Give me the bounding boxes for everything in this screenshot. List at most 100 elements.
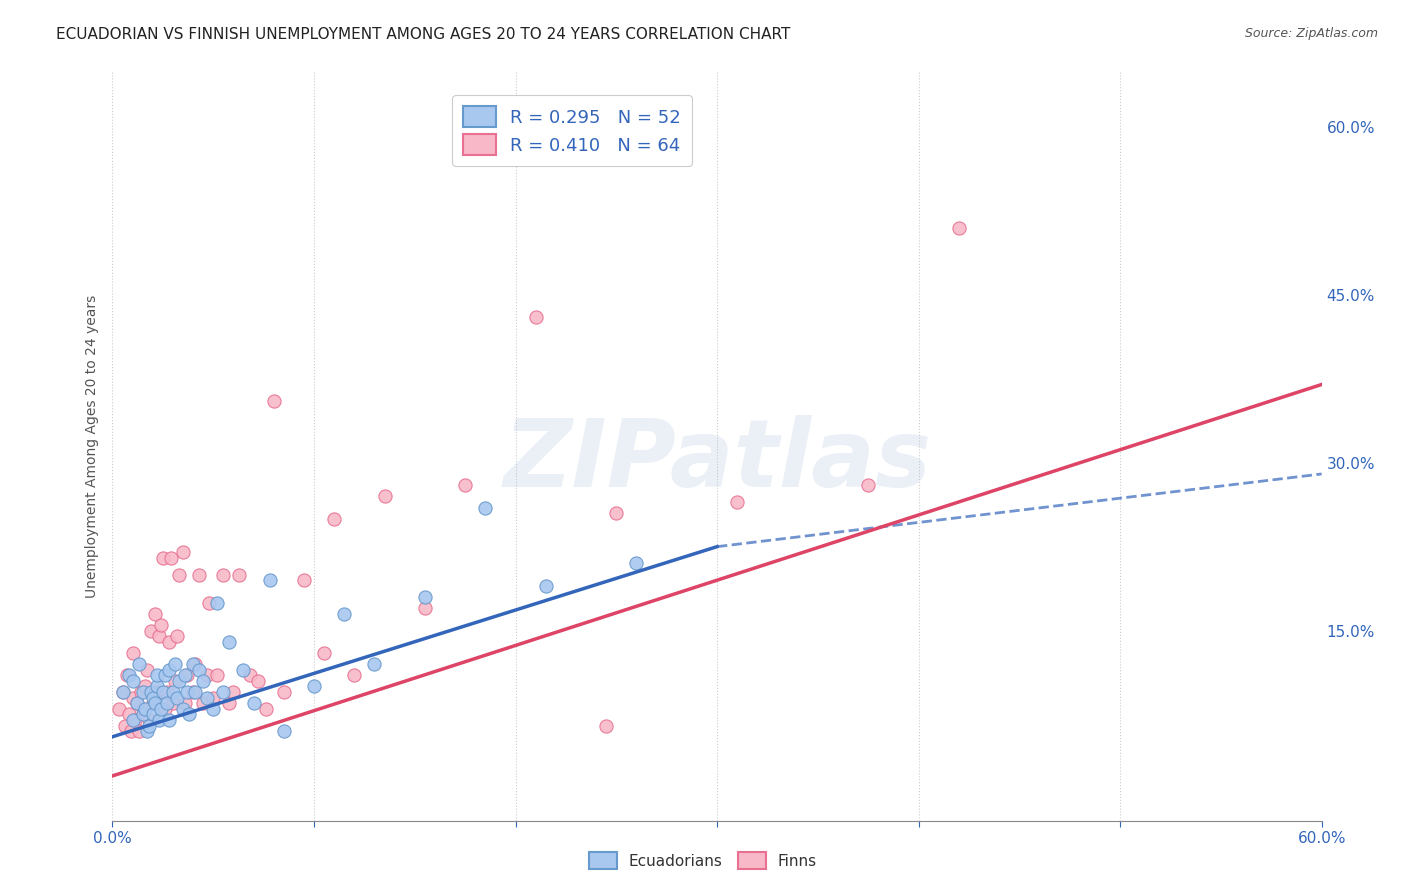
Point <box>184 685 207 699</box>
Point <box>132 702 155 716</box>
Point <box>121 713 143 727</box>
Text: ZIPatlas: ZIPatlas <box>503 415 931 507</box>
Point <box>132 707 155 722</box>
Point <box>188 567 211 582</box>
Point <box>143 607 166 621</box>
Point <box>134 702 156 716</box>
Point <box>191 673 214 688</box>
Point <box>218 696 240 710</box>
Point <box>139 624 162 638</box>
Point <box>184 657 207 671</box>
Point <box>111 685 134 699</box>
Point <box>149 702 172 716</box>
Point <box>148 629 170 643</box>
Point <box>121 673 143 688</box>
Point <box>176 668 198 682</box>
Point <box>129 685 152 699</box>
Point <box>195 690 218 705</box>
Point <box>524 310 547 325</box>
Point <box>153 668 176 682</box>
Point <box>222 685 245 699</box>
Point <box>212 685 235 699</box>
Point <box>146 680 169 694</box>
Point <box>128 724 150 739</box>
Point <box>111 685 134 699</box>
Point <box>176 685 198 699</box>
Point <box>146 668 169 682</box>
Point <box>166 690 188 705</box>
Point <box>117 707 139 722</box>
Point <box>174 696 197 710</box>
Point <box>125 696 148 710</box>
Point <box>292 573 315 587</box>
Point <box>856 478 880 492</box>
Legend: Ecuadorians, Finns: Ecuadorians, Finns <box>583 846 823 875</box>
Point <box>162 696 184 710</box>
Point <box>948 221 970 235</box>
Point <box>595 718 617 732</box>
Point <box>312 646 335 660</box>
Point <box>128 657 150 671</box>
Point <box>166 629 188 643</box>
Point <box>142 690 165 705</box>
Point <box>273 685 295 699</box>
Point <box>120 724 142 739</box>
Point <box>135 724 157 739</box>
Point <box>115 668 138 682</box>
Point <box>139 685 162 699</box>
Point <box>152 550 174 565</box>
Point <box>156 696 179 710</box>
Point <box>134 680 156 694</box>
Point <box>207 668 229 682</box>
Point <box>149 618 172 632</box>
Point <box>195 668 218 682</box>
Point <box>157 663 180 677</box>
Point <box>142 707 165 722</box>
Point <box>191 696 214 710</box>
Point <box>132 685 155 699</box>
Point <box>163 657 186 671</box>
Text: ECUADORIAN VS FINNISH UNEMPLOYMENT AMONG AGES 20 TO 24 YEARS CORRELATION CHART: ECUADORIAN VS FINNISH UNEMPLOYMENT AMONG… <box>56 27 790 42</box>
Text: Source: ZipAtlas.com: Source: ZipAtlas.com <box>1244 27 1378 40</box>
Point <box>121 646 143 660</box>
Point <box>259 573 281 587</box>
Point <box>142 696 165 710</box>
Point <box>174 668 197 682</box>
Point <box>138 713 160 727</box>
Point <box>143 696 166 710</box>
Point <box>202 690 225 705</box>
Legend: R = 0.295   N = 52, R = 0.410   N = 64: R = 0.295 N = 52, R = 0.410 N = 64 <box>453 95 692 166</box>
Point <box>124 713 146 727</box>
Point <box>273 724 295 739</box>
Point <box>218 634 240 648</box>
Y-axis label: Unemployment Among Ages 20 to 24 years: Unemployment Among Ages 20 to 24 years <box>84 294 98 598</box>
Point <box>254 702 277 716</box>
Point <box>135 663 157 677</box>
Point <box>626 557 648 571</box>
Point <box>454 478 477 492</box>
Point <box>177 707 200 722</box>
Point <box>138 718 160 732</box>
Point <box>534 579 557 593</box>
Point <box>181 685 204 699</box>
Point <box>302 680 325 694</box>
Point <box>333 607 356 621</box>
Point <box>374 489 396 503</box>
Point <box>343 668 366 682</box>
Point <box>160 550 183 565</box>
Point <box>725 495 748 509</box>
Point <box>181 657 204 671</box>
Point <box>188 663 211 677</box>
Point <box>413 601 436 615</box>
Point <box>202 702 225 716</box>
Point <box>107 702 129 716</box>
Point <box>228 567 250 582</box>
Point <box>153 702 176 716</box>
Point <box>413 590 436 604</box>
Point <box>167 567 190 582</box>
Point <box>163 673 186 688</box>
Point <box>157 634 180 648</box>
Point <box>172 545 194 559</box>
Point <box>148 713 170 727</box>
Point <box>263 394 285 409</box>
